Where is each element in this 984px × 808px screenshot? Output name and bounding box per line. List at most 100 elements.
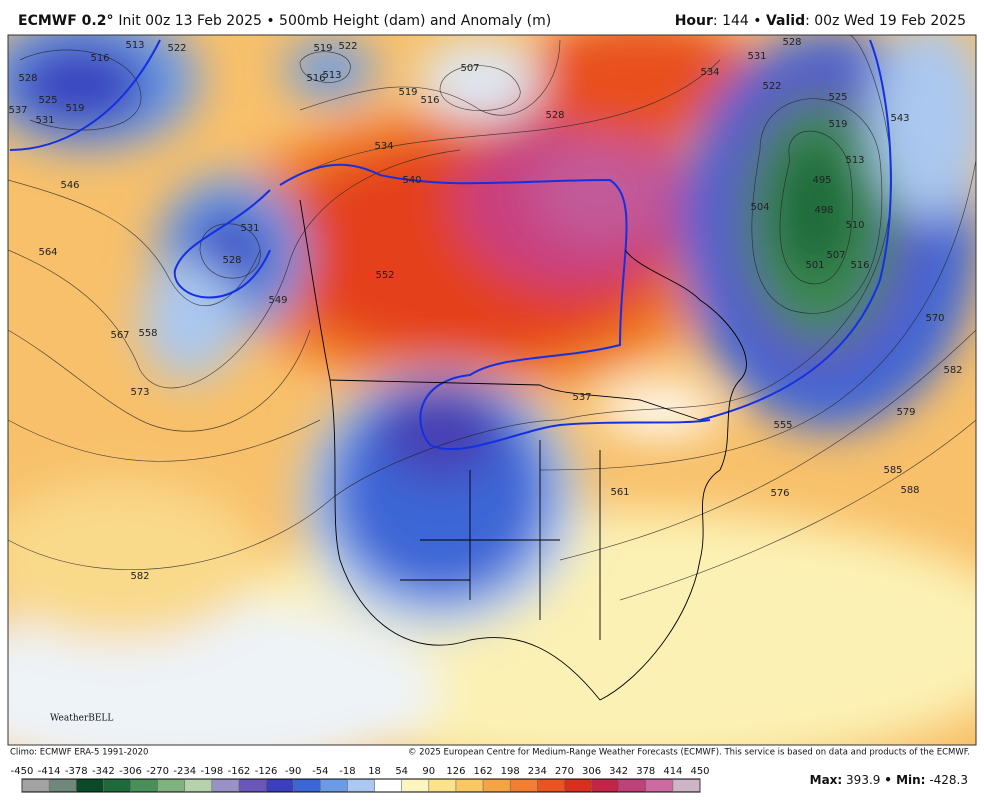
colorbar-segment bbox=[238, 779, 267, 792]
colorbar-segment bbox=[537, 779, 565, 792]
contour-label: 504 bbox=[750, 202, 769, 213]
colorbar-segment bbox=[455, 779, 484, 792]
contour-label: 525 bbox=[828, 92, 847, 103]
contour-label: 528 bbox=[222, 255, 241, 266]
contour-label: 528 bbox=[18, 73, 37, 84]
colorbar-segment bbox=[293, 779, 321, 792]
contour-label: 513 bbox=[125, 40, 144, 51]
coastlines bbox=[299, 199, 747, 701]
colorbar-segment bbox=[672, 779, 700, 792]
contour-label: 528 bbox=[782, 37, 801, 48]
contour-label: 522 bbox=[167, 43, 186, 54]
colorbar-tick-label: 306 bbox=[582, 766, 601, 777]
colorbar-segment bbox=[130, 779, 158, 792]
colorbar-segment bbox=[103, 779, 131, 792]
contour-label: 558 bbox=[138, 328, 157, 339]
colorbar-segment bbox=[266, 779, 294, 792]
colorbar-tick-label: 342 bbox=[609, 766, 628, 777]
colorbar-tick-label: -450 bbox=[11, 766, 34, 777]
subtitle: Init 00z 13 Feb 2025 • 500mb Height (dam… bbox=[118, 13, 551, 29]
contour-label: 555 bbox=[773, 420, 792, 431]
contour-label: 576 bbox=[770, 488, 789, 499]
colorbar-tick-label: 126 bbox=[446, 766, 465, 777]
max: 393.9 bbox=[846, 773, 880, 787]
hour: : 144 • bbox=[713, 13, 762, 29]
colorbar-tick-label: 234 bbox=[528, 766, 547, 777]
colorbar-tick-label: -270 bbox=[146, 766, 169, 777]
contour-label: 513 bbox=[322, 70, 341, 81]
contour-label: 501 bbox=[805, 260, 824, 271]
contour-label: 546 bbox=[60, 180, 79, 191]
contour-label: 534 bbox=[700, 67, 719, 78]
model: ECMWF 0.2° Init 00z 13 Feb 2025 • 500mb … bbox=[18, 13, 551, 29]
colorbar-tick-label: -234 bbox=[173, 766, 196, 777]
valid-label: Valid bbox=[766, 13, 805, 29]
colorbar-tick-label: 90 bbox=[422, 766, 435, 777]
colorbar-segment bbox=[184, 779, 212, 792]
contour-label: 516 bbox=[306, 73, 325, 84]
contour-label: 549 bbox=[268, 295, 287, 306]
contour-label: 507 bbox=[460, 63, 479, 74]
contour-label: 585 bbox=[883, 465, 902, 476]
colorbar-tick-label: -18 bbox=[339, 766, 355, 777]
colorbar-segment bbox=[428, 779, 456, 792]
colorbar-segment bbox=[510, 779, 538, 792]
colorbar-segment bbox=[645, 779, 673, 792]
contour-label: 507 bbox=[826, 250, 845, 261]
colorbar-tick-label: 54 bbox=[395, 766, 408, 777]
colorbar-segment bbox=[374, 779, 402, 792]
contour-label: 582 bbox=[943, 365, 962, 376]
colorbar-tick-label: 270 bbox=[555, 766, 574, 777]
colorbar-segment bbox=[76, 779, 104, 792]
contour-label: 516 bbox=[850, 260, 869, 271]
contour-label: 522 bbox=[762, 81, 781, 92]
contour-label: 579 bbox=[896, 407, 915, 418]
colorbar-tick-label: -306 bbox=[119, 766, 142, 777]
contour-label: 570 bbox=[925, 313, 944, 324]
contour-label: 531 bbox=[240, 223, 259, 234]
colorbar: -450 -414 -378 -342 -306 -270 -234 -198 -162 -126… bbox=[11, 766, 710, 793]
contour-label: 543 bbox=[890, 113, 909, 124]
contour-label: 519 bbox=[313, 43, 332, 54]
max-min: Max: 393.9 • Min: -428.3 bbox=[810, 773, 968, 787]
min: -428.3 bbox=[929, 773, 968, 787]
contour-label: 498 bbox=[814, 205, 833, 216]
contour-label: 573 bbox=[130, 387, 149, 398]
colorbar-tick-label: 378 bbox=[636, 766, 655, 777]
colorbar-tick-label: 162 bbox=[473, 766, 492, 777]
hour-label: Hour bbox=[675, 13, 713, 29]
contour-label: 537 bbox=[8, 105, 27, 116]
contour-label: 516 bbox=[90, 53, 109, 64]
climo: Climo: ECMWF ERA-5 1991-2020 bbox=[10, 748, 148, 758]
contour-label: 519 bbox=[65, 103, 84, 114]
model-name: ECMWF 0.2° bbox=[18, 13, 113, 29]
contours bbox=[8, 35, 976, 601]
colorbar-tick-label: -378 bbox=[65, 766, 88, 777]
colorbar-tick-label: -162 bbox=[228, 766, 251, 777]
logo: WeatherBELL bbox=[50, 714, 113, 724]
colorbar-tick-label: -198 bbox=[200, 766, 223, 777]
contour-label: 540 bbox=[402, 175, 421, 186]
valid-info: Hour: 144 • Valid: 00z Wed 19 Feb 2025 bbox=[675, 13, 966, 29]
map bbox=[8, 35, 976, 745]
contour-label: 564 bbox=[38, 247, 57, 258]
contour-label: 510 bbox=[845, 220, 864, 231]
contour-label: 519 bbox=[398, 87, 417, 98]
contour-label: 513 bbox=[845, 155, 864, 166]
contour-label: 519 bbox=[828, 119, 847, 130]
colorbar-segment bbox=[22, 779, 50, 792]
contour-label: 582 bbox=[130, 571, 149, 582]
colorbar-tick-label: 18 bbox=[368, 766, 381, 777]
colorbar-segment bbox=[591, 779, 619, 792]
contour-label: 561 bbox=[610, 487, 629, 498]
contour-label: 567 bbox=[110, 330, 129, 341]
min-label: • Min: bbox=[884, 773, 925, 787]
max-label: Max: bbox=[810, 773, 843, 787]
colorbar-segment bbox=[564, 779, 592, 792]
colorbar-segment bbox=[618, 779, 646, 792]
contour-label: 534 bbox=[374, 141, 393, 152]
colorbar-segment bbox=[49, 779, 77, 792]
contour-label: 537 bbox=[572, 392, 591, 403]
contour-label: 588 bbox=[900, 485, 919, 496]
